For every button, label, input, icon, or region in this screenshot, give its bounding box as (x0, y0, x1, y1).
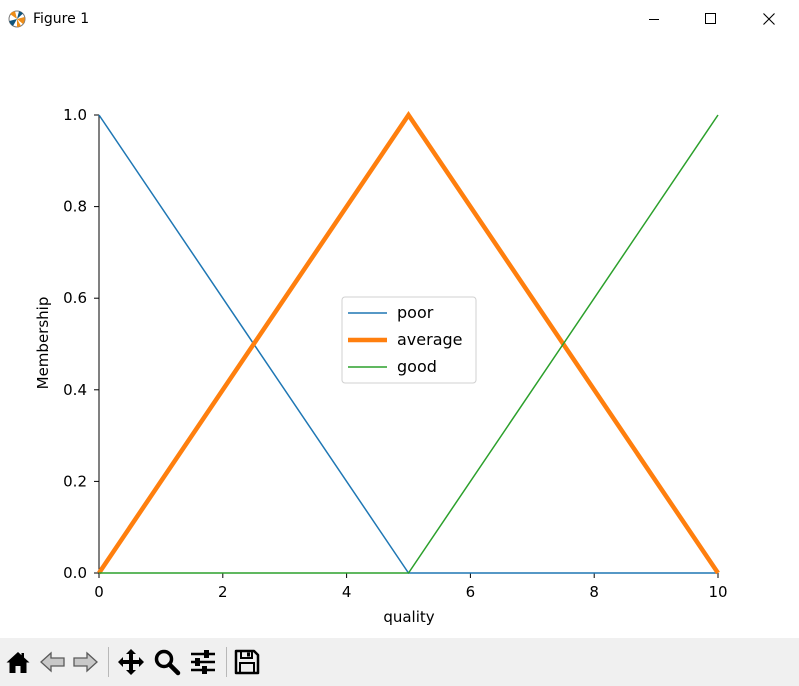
x-axis-label: quality (383, 608, 434, 626)
legend-label: good (397, 357, 437, 376)
y-axis-label: Membership (34, 297, 52, 390)
series-line-average (97, 110, 720, 575)
y-tick-label: 0.0 (63, 564, 87, 582)
navigation-toolbar (0, 638, 799, 686)
legend-label: poor (397, 303, 434, 322)
x-tick-label: 0 (94, 583, 104, 601)
y-tick-label: 0.8 (63, 198, 87, 216)
maximize-button[interactable] (682, 0, 740, 38)
legend-frame (341, 296, 477, 384)
window-titlebar: Figure 1 (0, 0, 799, 38)
y-tick-label: 0.2 (63, 472, 87, 490)
zoom-button[interactable] (151, 646, 183, 678)
close-button[interactable] (740, 0, 798, 38)
x-tick-label: 2 (218, 583, 228, 601)
maximize-icon (705, 13, 716, 24)
sliders-icon (191, 650, 215, 674)
y-tick-label: 0.4 (63, 381, 87, 399)
save-button[interactable] (231, 646, 263, 678)
magnifier-icon (154, 649, 181, 676)
series-line-good (99, 114, 719, 574)
y-tick-label: 0.6 (63, 289, 87, 307)
back-button[interactable] (37, 646, 69, 678)
forward-arrow-icon (73, 651, 98, 673)
close-icon (763, 13, 775, 25)
move-icon (118, 649, 144, 675)
toolbar-separator (108, 647, 109, 677)
minimize-icon (649, 19, 659, 20)
membership-plot[interactable]: 0 2 4 6 8 10 0.0 0.2 0.4 0.6 0.8 1.0 poor average goo… (0, 38, 799, 638)
toolbar-separator (226, 647, 227, 677)
home-button[interactable] (2, 646, 34, 678)
x-tick-label: 8 (589, 583, 599, 601)
series-lines (97, 110, 720, 575)
x-tick-label: 10 (708, 583, 727, 601)
window-title: Figure 1 (33, 11, 90, 27)
forward-button[interactable] (69, 646, 101, 678)
legend: poor average good (341, 296, 477, 384)
x-tick-label: 6 (466, 583, 476, 601)
configure-subplots-button[interactable] (187, 646, 219, 678)
home-icon (6, 652, 30, 673)
floppy-disk-icon (234, 649, 260, 675)
minimize-button[interactable] (625, 0, 683, 38)
pan-button[interactable] (115, 646, 147, 678)
matplotlib-app-icon (8, 10, 26, 28)
y-tick-label: 1.0 (63, 106, 87, 124)
legend-label: average (397, 330, 463, 349)
back-arrow-icon (40, 651, 65, 673)
x-tick-label: 4 (342, 583, 352, 601)
